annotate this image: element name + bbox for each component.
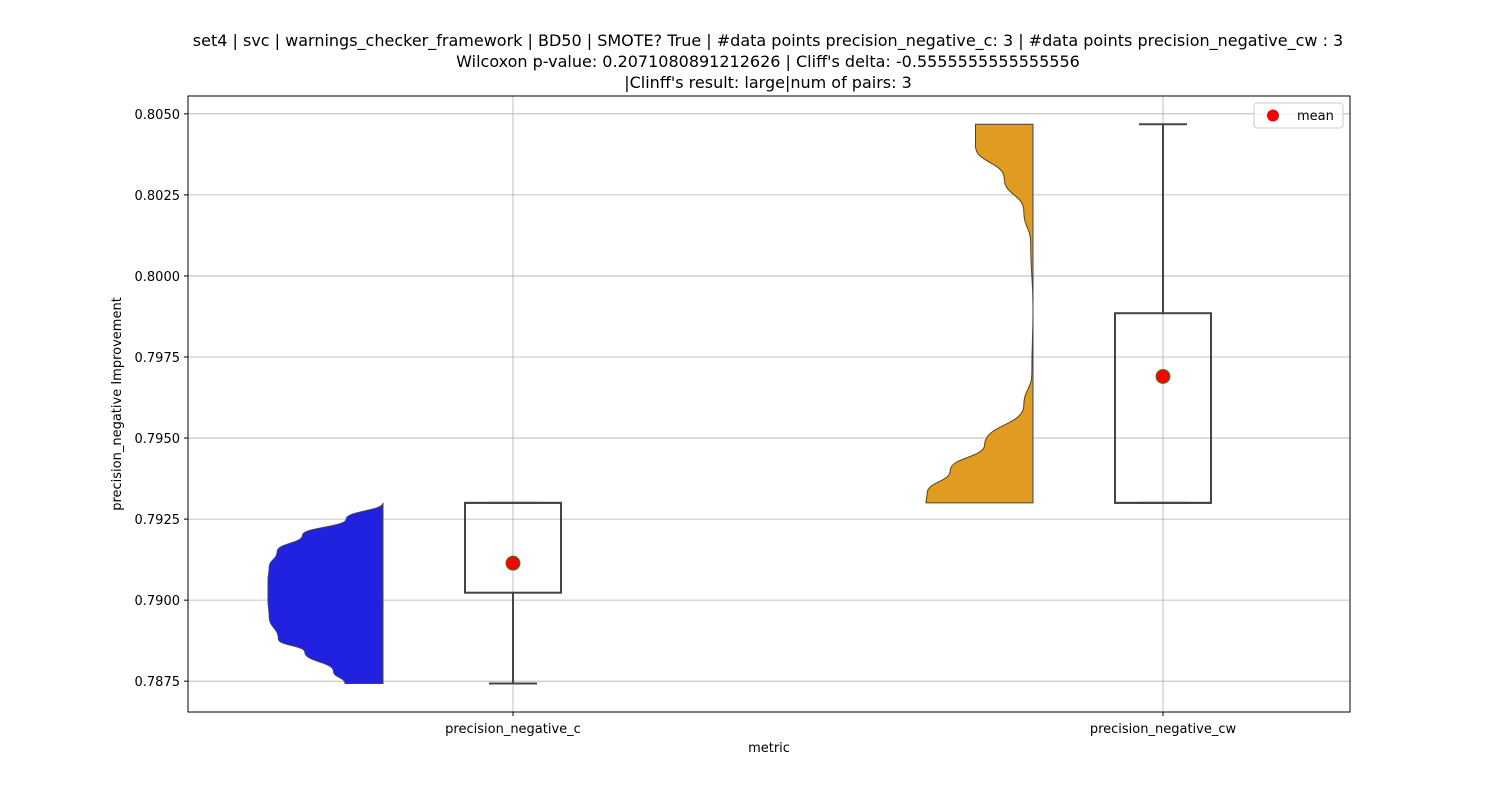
x-tick-label: precision_negative_c	[445, 722, 581, 737]
y-tick-label: 0.7925	[135, 513, 181, 528]
legend-mean-label: mean	[1297, 109, 1334, 124]
boxplot-precision_negative_c	[464, 501, 562, 685]
chart-title-line-2: Wilcoxon p-value: 0.2071080891212626 | C…	[456, 52, 1080, 71]
y-tick-label: 0.8000	[135, 270, 181, 285]
y-tick-label: 0.8025	[135, 189, 181, 204]
legend-box	[1253, 102, 1344, 129]
y-tick-label: 0.7975	[135, 351, 181, 366]
plot-clip-group	[267, 123, 1212, 685]
y-axis-ticks: 0.7875 0.7900 0.7925 0.7950 0.7975 0.8000 0.80…	[135, 108, 188, 690]
chart-title-line-1: set4 | svc | warnings_checker_framework …	[193, 31, 1343, 51]
y-tick-label: 0.7900	[135, 594, 181, 609]
y-tick-label: 0.8050	[135, 108, 181, 123]
mean-marker-precision_negative_c	[505, 555, 521, 571]
boxplot-precision_negative_cw	[1114, 123, 1212, 504]
plot-area	[267, 123, 1212, 685]
x-axis-ticks: precision_negative_c precision_negative_c…	[445, 712, 1237, 737]
plot-frame	[187, 95, 1351, 713]
chart-title-line-3: |Clinff's result: large|num of pairs: 3	[624, 73, 912, 92]
mean-marker-precision_negative_cw	[1155, 368, 1171, 384]
y-tick-label: 0.7875	[135, 675, 181, 690]
violin-precision_negative_c	[267, 502, 384, 684]
y-axis-label: precision_negative Improvement	[110, 297, 125, 511]
legend-mean-marker	[1267, 109, 1279, 122]
x-axis-label: metric	[748, 741, 790, 756]
y-tick-label: 0.7950	[135, 432, 181, 447]
x-tick-label: precision_negative_cw	[1090, 722, 1237, 737]
violin-precision_negative_cw	[925, 123, 1034, 504]
legend: mean	[1253, 102, 1344, 129]
